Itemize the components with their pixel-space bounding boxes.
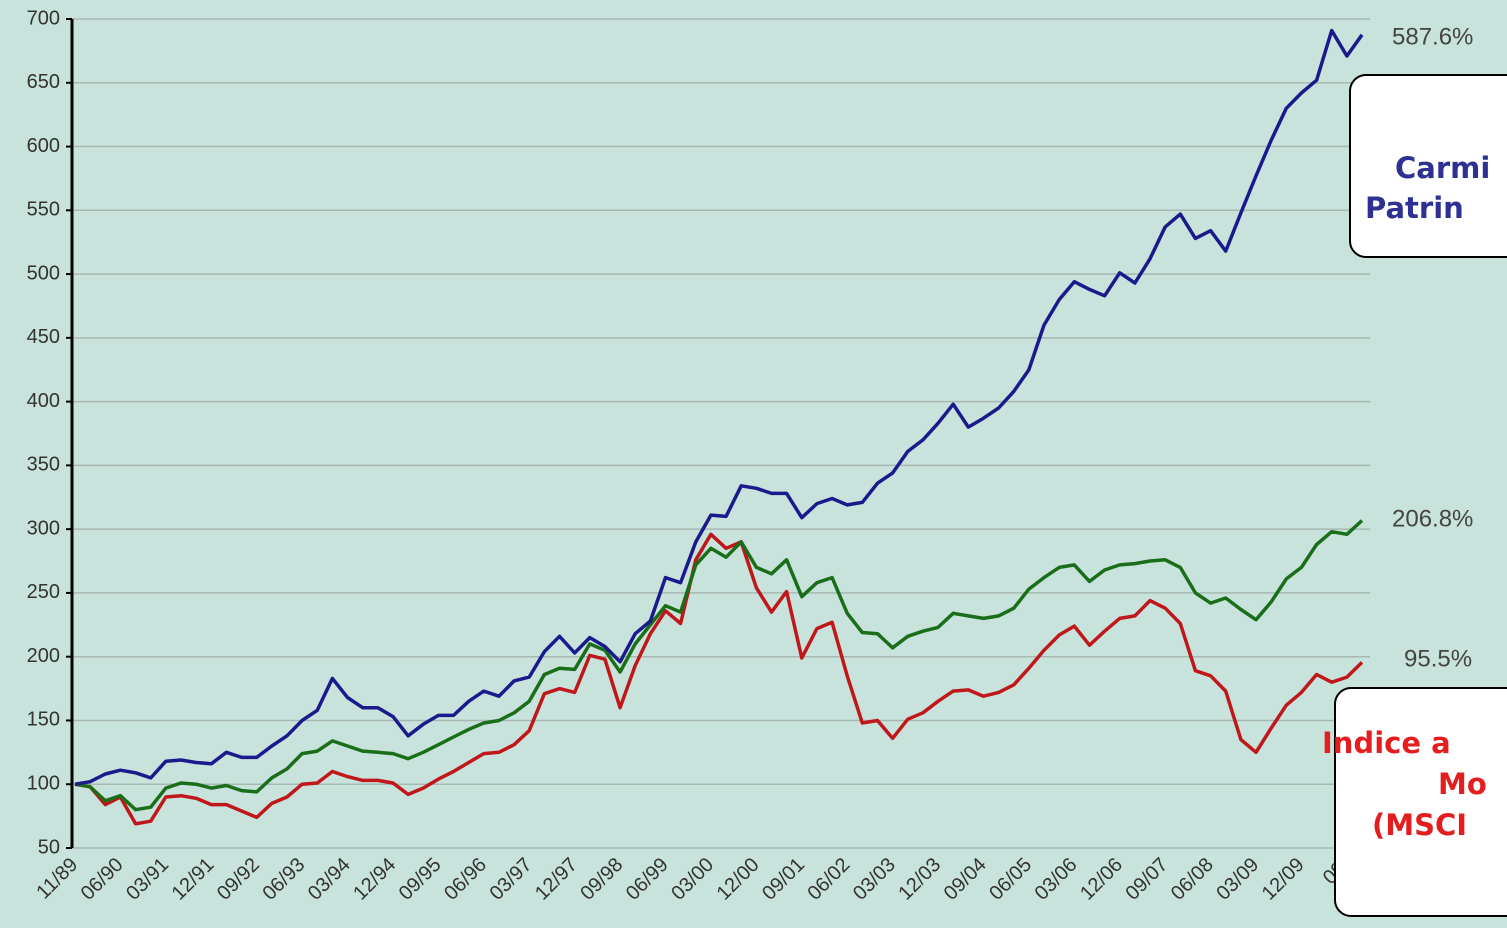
x-tick-label: 12/91 xyxy=(168,854,219,905)
end-label: 206.8% xyxy=(1392,505,1473,532)
x-tick-label: 03/03 xyxy=(849,854,900,905)
y-tick-label: 550 xyxy=(27,199,60,221)
y-tick-label: 50 xyxy=(38,836,60,858)
y-tick-label: 600 xyxy=(27,135,60,157)
x-tick-label: 06/90 xyxy=(77,854,128,905)
callout-text: Patrin xyxy=(1365,191,1464,225)
series-line xyxy=(74,532,1364,826)
x-tick-label: 06/99 xyxy=(622,854,673,905)
end-label: 587.6% xyxy=(1392,23,1473,50)
x-tick-label: 12/94 xyxy=(349,854,400,905)
y-tick-label: 350 xyxy=(27,454,60,476)
x-tick-label: 03/94 xyxy=(304,854,355,905)
x-tick-label: 03/91 xyxy=(122,854,173,905)
x-tick-label: 11/89 xyxy=(32,854,82,904)
callout-box xyxy=(1349,74,1507,258)
y-tick-label: 700 xyxy=(27,7,60,29)
y-tick-label: 250 xyxy=(27,581,60,603)
x-tick-label: 09/98 xyxy=(576,854,627,905)
y-tick-label: 450 xyxy=(27,326,60,348)
x-tick-label: 03/06 xyxy=(1031,854,1082,905)
x-tick-label: 09/92 xyxy=(213,854,264,905)
plot: 50 100 150 200 250 300 350 400 450 500 550 600 650 70… xyxy=(27,7,1370,905)
x-tick-label: 09/95 xyxy=(395,854,446,905)
x-tick-label: 09/01 xyxy=(758,854,809,905)
y-tick-label: 300 xyxy=(27,517,60,539)
y-tick-label: 200 xyxy=(27,645,60,667)
series-line xyxy=(74,519,1364,812)
x-tick-label: 03/09 xyxy=(1212,854,1263,905)
x-tick-label: 06/08 xyxy=(1167,854,1218,905)
series-line xyxy=(74,28,1364,786)
x-tick-label: 09/04 xyxy=(940,854,991,905)
x-tick-label: 03/97 xyxy=(486,854,537,905)
x-tick-label: 12/09 xyxy=(1258,854,1309,905)
y-tick-label: 150 xyxy=(27,709,60,731)
callout-text: Indice a xyxy=(1322,726,1451,760)
callout-box xyxy=(1334,687,1507,917)
x-tick-label: 12/97 xyxy=(531,854,582,905)
x-tick-label: 12/03 xyxy=(894,854,945,905)
y-tick-label: 500 xyxy=(27,262,60,284)
x-tick-label: 06/02 xyxy=(804,854,855,905)
y-tick-label: 100 xyxy=(27,773,60,795)
y-tick-label: 400 xyxy=(27,390,60,412)
x-tick-label: 12/06 xyxy=(1076,854,1127,905)
x-tick-label: 12/00 xyxy=(713,854,764,905)
x-tick-label: 09/07 xyxy=(1121,854,1172,905)
x-tick-label: 06/96 xyxy=(440,854,491,905)
x-tick-label: 06/93 xyxy=(258,854,309,905)
x-tick-label: 06/05 xyxy=(985,854,1036,905)
callout-text: Mo xyxy=(1438,767,1487,801)
callout-text: Carmi xyxy=(1395,151,1490,185)
y-tick-label: 650 xyxy=(27,71,60,93)
end-label: 95.5% xyxy=(1404,645,1472,672)
x-tick-label: 03/00 xyxy=(667,854,718,905)
callout-text: (MSCI xyxy=(1372,808,1467,842)
